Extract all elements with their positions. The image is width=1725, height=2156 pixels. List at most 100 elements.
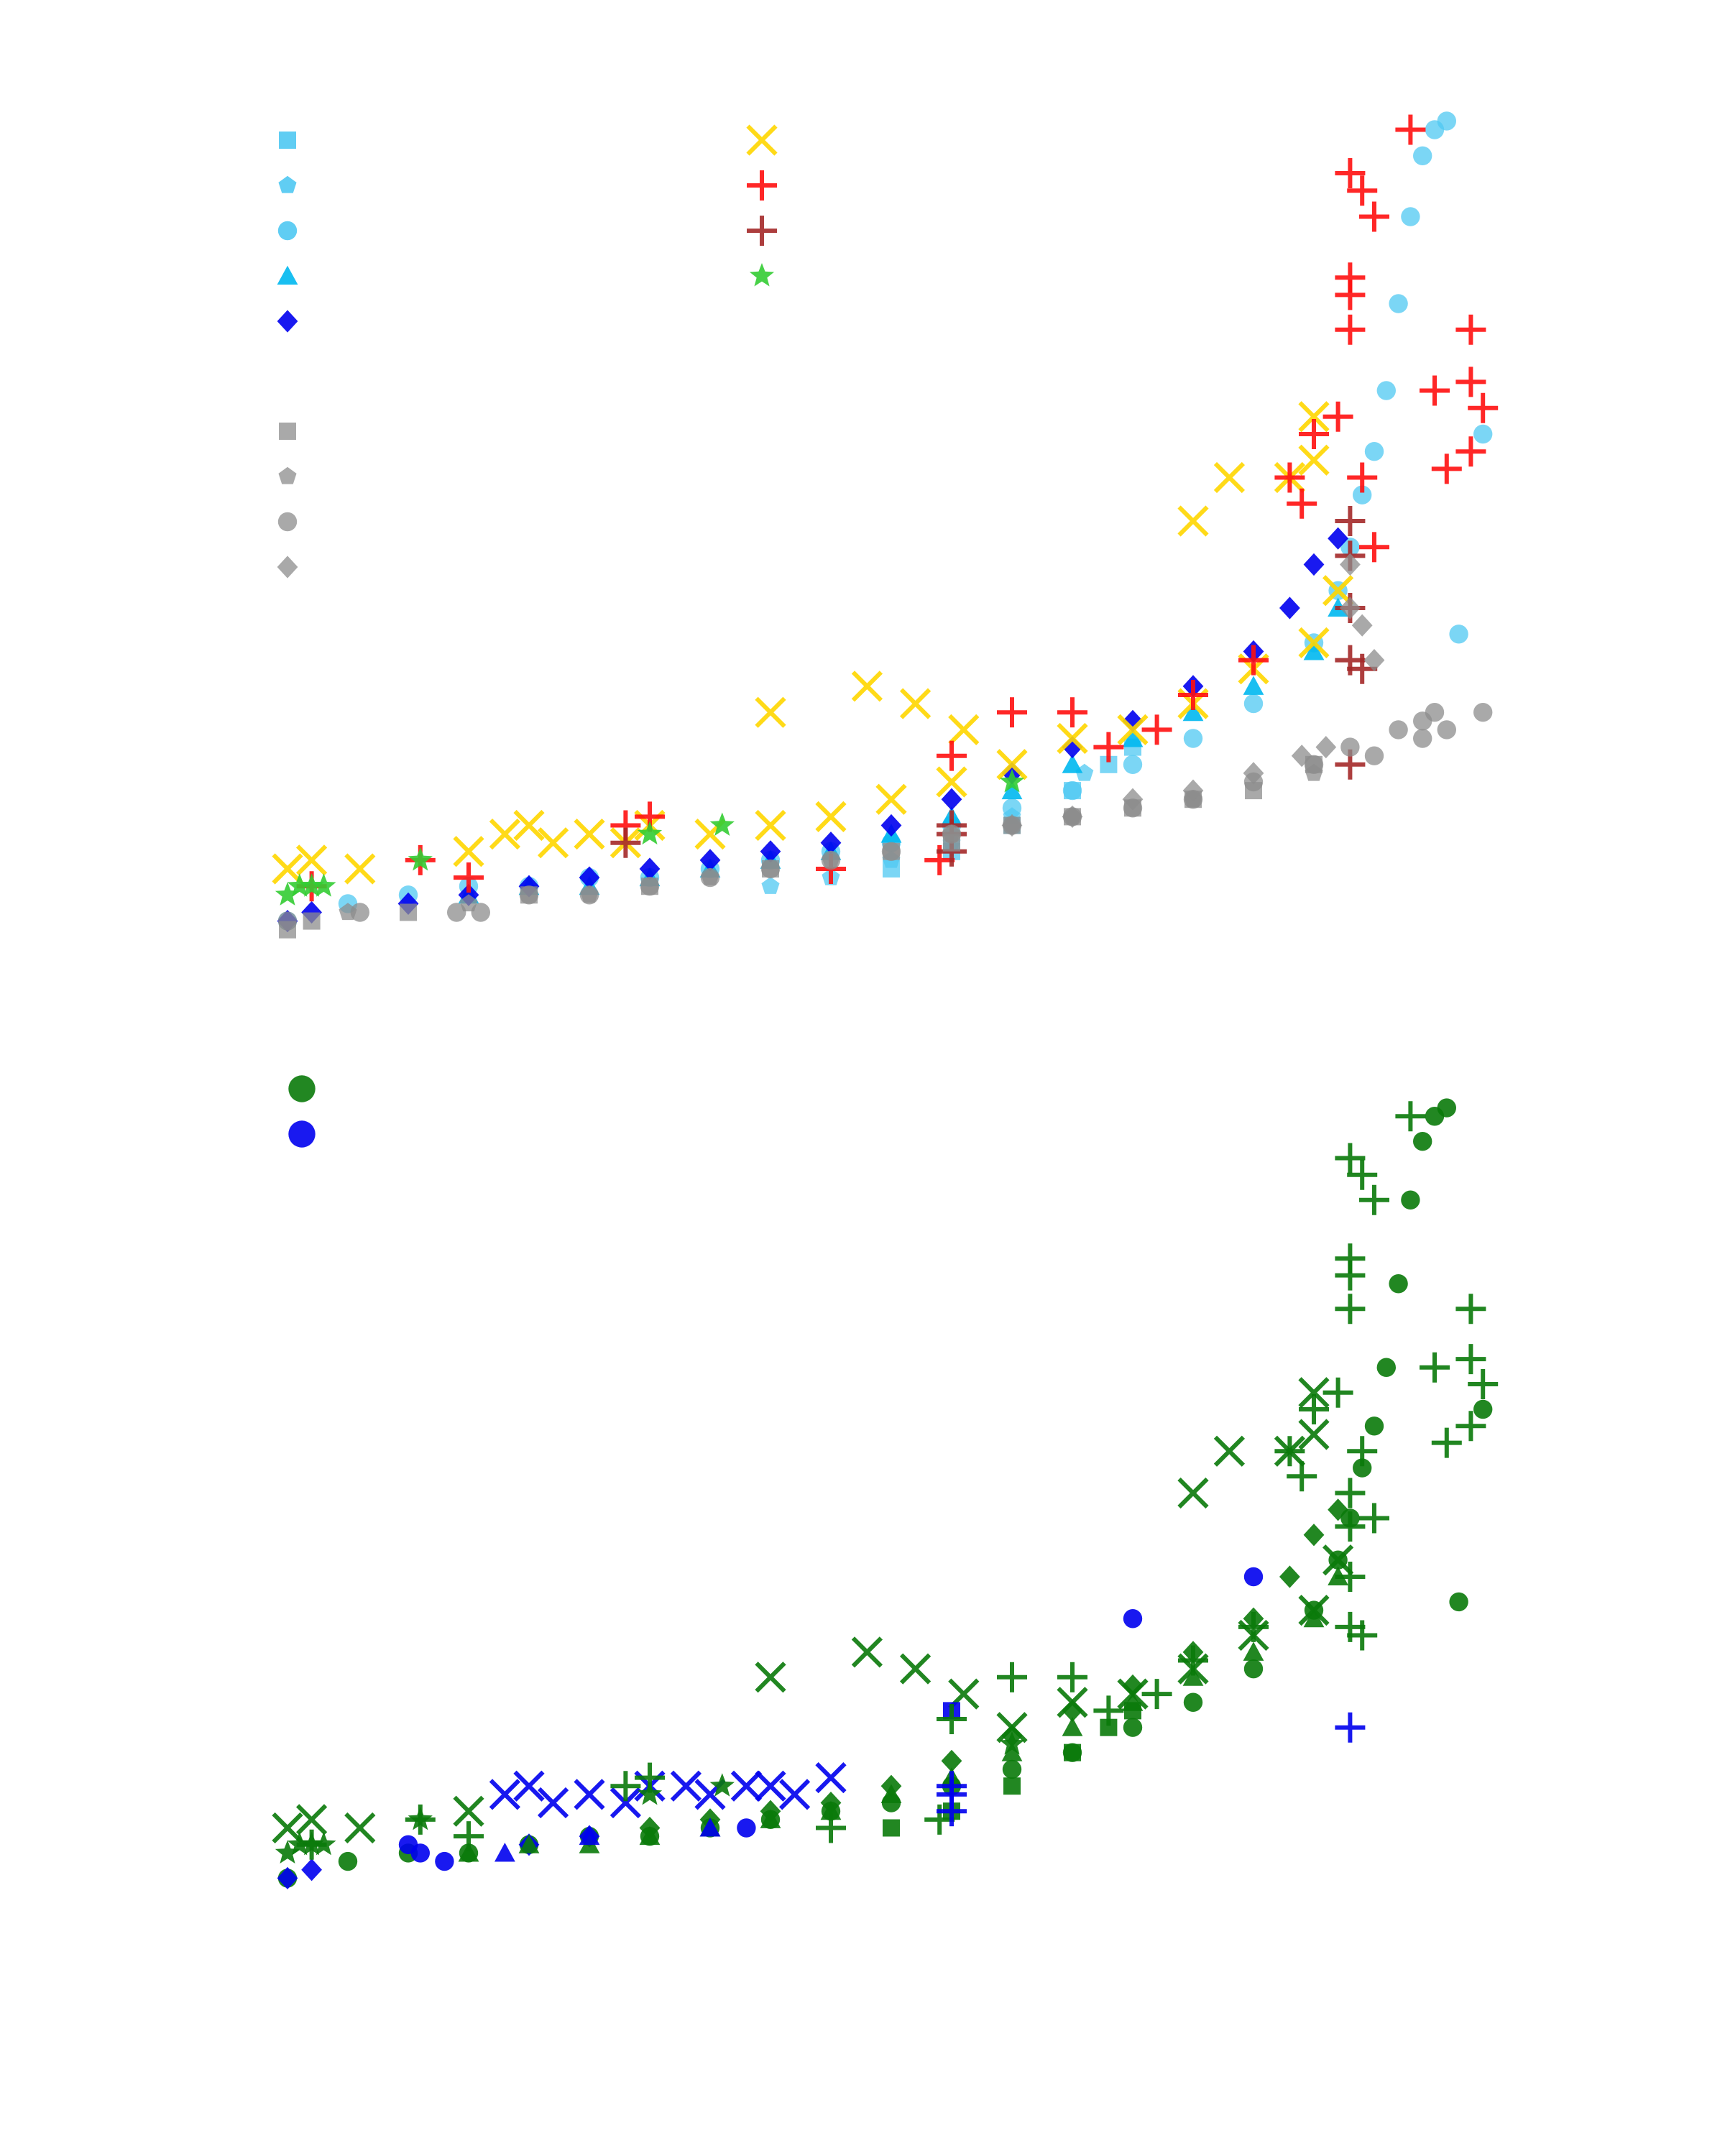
bottom-point-blue-x-0: [489, 1779, 521, 1810]
top-scatter-panel: [272, 111, 1499, 939]
bottom-point-blue-x-10: [778, 1779, 811, 1810]
top-series-gray-diamond: [1001, 553, 1385, 837]
bottom-point-green-plus-16: [1299, 1394, 1329, 1424]
top-series-red-plus: [296, 114, 1499, 902]
top-point-red-plus-7: [937, 740, 967, 771]
top-point-gold-x-21: [755, 696, 786, 728]
bottom-point-green-diamond-12: [1303, 1524, 1325, 1547]
top-point-gray-circle-8: [760, 859, 781, 879]
bottom-point-green-circle-23: [1389, 1274, 1408, 1294]
top-point-red-plus-18: [1335, 314, 1366, 345]
bottom-point-green-x-3: [453, 1795, 484, 1827]
top-point-gray-circle-5: [579, 885, 599, 905]
top-point-gold-x-23: [899, 688, 932, 719]
bottom-point-green-circle-16: [1243, 1659, 1264, 1679]
top-point-gray-circle-23: [1413, 729, 1432, 748]
bottom-point-green-square-3: [1064, 1743, 1081, 1761]
top-point-gray-circle-9: [821, 850, 841, 870]
top-series-lime-star: [275, 769, 1025, 906]
top-point-blue-diamond-19: [1328, 527, 1348, 550]
bottom-point-blue-x-11: [815, 1761, 847, 1794]
bottom-point-green-triangle-9: [1001, 1742, 1023, 1761]
bottom-point-green-plus-33: [1335, 1478, 1366, 1508]
bottom-point-blue-x-6: [670, 1770, 702, 1802]
bottom-point-green-plus-27: [1455, 1294, 1486, 1325]
top-point-blue-diamond-17: [1279, 596, 1300, 619]
top-point-red-plus-20: [1335, 262, 1366, 293]
top-point-lime-star-6: [709, 812, 735, 837]
bottom-point-green-star-1: [287, 1831, 312, 1856]
bottom-series-green-star: [275, 1731, 1025, 1864]
top-point-red-plus-9: [1057, 697, 1087, 728]
bottom-point-green-star-6: [709, 1773, 735, 1797]
top-point-gray-diamond-2: [1122, 788, 1144, 811]
top-point-gold-x-17: [1117, 714, 1149, 746]
top-point-cyan-circle-13: [1062, 780, 1082, 801]
top-point-gray-circle-24: [1364, 746, 1384, 765]
top-point-gold-x-15: [996, 749, 1028, 780]
top-point-gray-diamond-3: [1182, 779, 1204, 802]
top-legend-marker-2: [277, 221, 298, 241]
top-point-gray-diamond-7: [1340, 596, 1361, 619]
top-point-red-plus-28: [1455, 367, 1486, 397]
top-point-gray-circle-19: [1389, 720, 1408, 740]
top-point-lime-star-1: [287, 873, 312, 897]
bottom-point-green-circle-29: [1449, 1592, 1468, 1612]
bottom-point-blue-triangle-1: [579, 1825, 600, 1846]
bottom-legend-marker-0: [288, 1075, 316, 1102]
bottom-point-green-x-2: [344, 1812, 376, 1844]
top-point-gold-x-3: [453, 836, 484, 867]
bottom-series-green-triangle: [458, 1566, 1348, 1862]
bottom-point-green-x-19: [1322, 1544, 1354, 1576]
bottom-point-green-plus-5: [816, 1812, 846, 1843]
bottom-point-green-circle-20: [1353, 1458, 1372, 1478]
top-point-gray-diamond-5: [1291, 745, 1312, 768]
bottom-point-blue-plus-3: [937, 1771, 967, 1802]
top-point-cyan-circle-27: [1437, 111, 1457, 131]
bottom-point-green-circle-21: [1364, 1416, 1384, 1436]
bottom-point-green-plus-24: [1359, 1184, 1389, 1215]
top-point-gold-x-11: [755, 809, 786, 842]
top-point-gray-square-1: [303, 912, 321, 930]
top-point-sky-triangle-10: [1062, 754, 1083, 773]
bottom-point-green-plus-22: [1359, 1503, 1389, 1534]
top-point-red-plus-16: [1299, 419, 1329, 449]
bottom-point-green-plus-23: [1395, 1101, 1426, 1132]
top-point-lime-star-3: [311, 873, 336, 897]
bottom-point-green-plus-21: [1347, 1436, 1378, 1467]
bottom-point-green-plus-17: [1322, 1377, 1353, 1408]
bottom-point-green-x-4: [755, 1662, 786, 1693]
bottom-point-blue-diamond-1: [301, 1858, 322, 1881]
top-point-gray-circle-7: [700, 867, 720, 888]
top-point-gray-circle-25: [1473, 703, 1493, 722]
top-point-gray-diamond-10: [1363, 649, 1385, 672]
top-point-brown-plus-4: [1335, 506, 1366, 536]
bottom-point-green-plus-31: [1455, 1411, 1486, 1442]
bottom-point-green-star-3: [311, 1831, 336, 1856]
bottom-point-green-x-14: [1177, 1477, 1209, 1509]
bottom-point-blue-triangle-2: [699, 1818, 721, 1837]
bottom-point-green-square-0: [883, 1819, 900, 1837]
bottom-point-green-plus-34: [1335, 1511, 1366, 1542]
top-point-blue-diamond-1: [301, 900, 322, 924]
bottom-point-green-triangle-10: [1062, 1717, 1083, 1736]
bottom-point-green-circle-25: [1413, 1132, 1432, 1151]
top-point-gray-diamond-0: [1001, 814, 1023, 837]
top-point-cyan-circle-21: [1364, 442, 1384, 461]
bottom-point-blue-x-4: [610, 1787, 642, 1819]
top-point-gold-x-26: [1213, 461, 1246, 494]
top-point-gold-x-4: [489, 818, 521, 850]
bottom-point-green-plus-14: [1274, 1436, 1305, 1467]
top-legend-marker-5: [746, 124, 778, 156]
bottom-point-green-plus-32: [1431, 1427, 1462, 1458]
top-point-gold-x-1: [295, 844, 328, 876]
bottom-point-blue-circle-4: [1123, 1609, 1143, 1628]
bottom-point-green-star-2: [299, 1831, 324, 1856]
top-point-red-plus-31: [1455, 436, 1486, 467]
bottom-point-green-x-0: [272, 1812, 303, 1844]
top-point-sky-triangle-9: [1001, 780, 1023, 800]
bottom-point-green-triangle-13: [1243, 1641, 1264, 1661]
bottom-point-green-plus-26: [1335, 1143, 1366, 1174]
bottom-point-green-plus-29: [1420, 1352, 1450, 1383]
